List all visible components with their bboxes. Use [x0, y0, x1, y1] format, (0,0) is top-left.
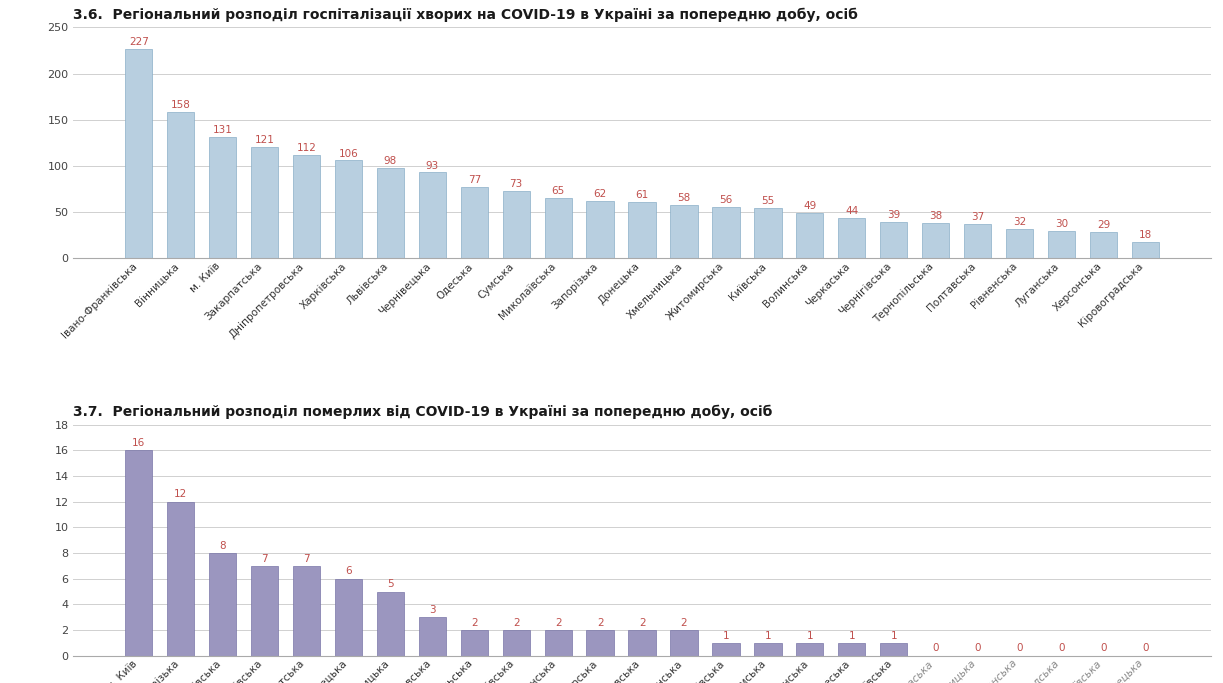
Text: 1: 1 [764, 630, 772, 641]
Bar [1007, 229, 1033, 258]
Text: 93: 93 [426, 161, 439, 171]
Text: 7: 7 [262, 553, 268, 563]
Text: 61: 61 [636, 190, 648, 200]
Text: 65: 65 [552, 186, 565, 197]
Text: 2: 2 [471, 617, 478, 628]
Text: 1: 1 [849, 630, 855, 641]
Bar [755, 208, 781, 258]
Text: 7: 7 [303, 553, 309, 563]
Bar [209, 137, 236, 258]
Bar [418, 172, 446, 258]
Bar [587, 201, 614, 258]
Bar [712, 643, 740, 656]
Text: 39: 39 [887, 210, 900, 221]
Text: 29: 29 [1097, 220, 1110, 229]
Bar [503, 191, 530, 258]
Bar [629, 202, 656, 258]
Bar [796, 643, 823, 656]
Text: 6: 6 [345, 566, 352, 576]
Text: 0: 0 [1101, 643, 1107, 654]
Bar [922, 223, 949, 258]
Text: 58: 58 [678, 193, 691, 203]
Text: 18: 18 [1139, 230, 1152, 240]
Text: 2: 2 [555, 617, 561, 628]
Text: 2: 2 [638, 617, 646, 628]
Text: 30: 30 [1055, 219, 1068, 229]
Text: 1: 1 [890, 630, 896, 641]
Bar [544, 630, 572, 656]
Bar [1090, 232, 1117, 258]
Bar [544, 198, 572, 258]
Bar [796, 213, 823, 258]
Text: 3.6.  Регіональний розподіл госпіталізації хворих на COVID-19 в Україні за попер: 3.6. Регіональний розподіл госпіталізаці… [73, 8, 859, 22]
Text: 73: 73 [510, 179, 523, 189]
Text: 8: 8 [219, 541, 226, 550]
Bar [168, 502, 194, 656]
Text: 106: 106 [339, 148, 358, 158]
Bar [1048, 231, 1075, 258]
Bar [461, 187, 488, 258]
Bar [670, 205, 697, 258]
Text: 158: 158 [171, 100, 191, 111]
Text: 16: 16 [132, 438, 146, 448]
Text: 49: 49 [804, 201, 817, 211]
Bar [629, 630, 656, 656]
Text: 0: 0 [1016, 643, 1022, 654]
Text: 32: 32 [1013, 217, 1026, 227]
Text: 3.7.  Регіональний розподіл померлих від COVID-19 в Україні за попередню добу, о: 3.7. Регіональний розподіл померлих від … [73, 405, 773, 419]
Text: 77: 77 [467, 176, 481, 185]
Bar [292, 155, 320, 258]
Bar [377, 168, 404, 258]
Text: 62: 62 [593, 189, 607, 199]
Bar [881, 643, 907, 656]
Bar [838, 643, 866, 656]
Text: 1: 1 [806, 630, 813, 641]
Bar [670, 630, 697, 656]
Text: 0: 0 [1142, 643, 1148, 654]
Text: 3: 3 [429, 605, 435, 615]
Bar [335, 161, 362, 258]
Text: 5: 5 [388, 579, 394, 589]
Bar [125, 48, 153, 258]
Bar [881, 222, 907, 258]
Bar [377, 591, 404, 656]
Bar [503, 630, 530, 656]
Bar [838, 218, 866, 258]
Text: 0: 0 [1058, 643, 1065, 654]
Text: 55: 55 [761, 195, 774, 206]
Bar [755, 643, 781, 656]
Bar [209, 553, 236, 656]
Bar [251, 566, 278, 656]
Bar [1131, 242, 1159, 258]
Text: 44: 44 [845, 206, 859, 216]
Bar [292, 566, 320, 656]
Text: 131: 131 [213, 126, 232, 135]
Text: 121: 121 [254, 135, 274, 145]
Bar [712, 206, 740, 258]
Text: 37: 37 [971, 212, 985, 222]
Text: 38: 38 [929, 211, 943, 221]
Bar [125, 450, 153, 656]
Text: 0: 0 [932, 643, 939, 654]
Text: 112: 112 [296, 143, 317, 153]
Bar [964, 224, 992, 258]
Text: 56: 56 [719, 195, 733, 205]
Text: 2: 2 [512, 617, 520, 628]
Text: 227: 227 [128, 37, 149, 46]
Text: 2: 2 [681, 617, 687, 628]
Text: 12: 12 [174, 489, 187, 499]
Bar [168, 112, 194, 258]
Text: 1: 1 [723, 630, 729, 641]
Bar [587, 630, 614, 656]
Text: 98: 98 [384, 156, 397, 166]
Bar [335, 579, 362, 656]
Bar [418, 617, 446, 656]
Text: 0: 0 [975, 643, 981, 654]
Bar [251, 147, 278, 258]
Text: 2: 2 [597, 617, 603, 628]
Bar [461, 630, 488, 656]
